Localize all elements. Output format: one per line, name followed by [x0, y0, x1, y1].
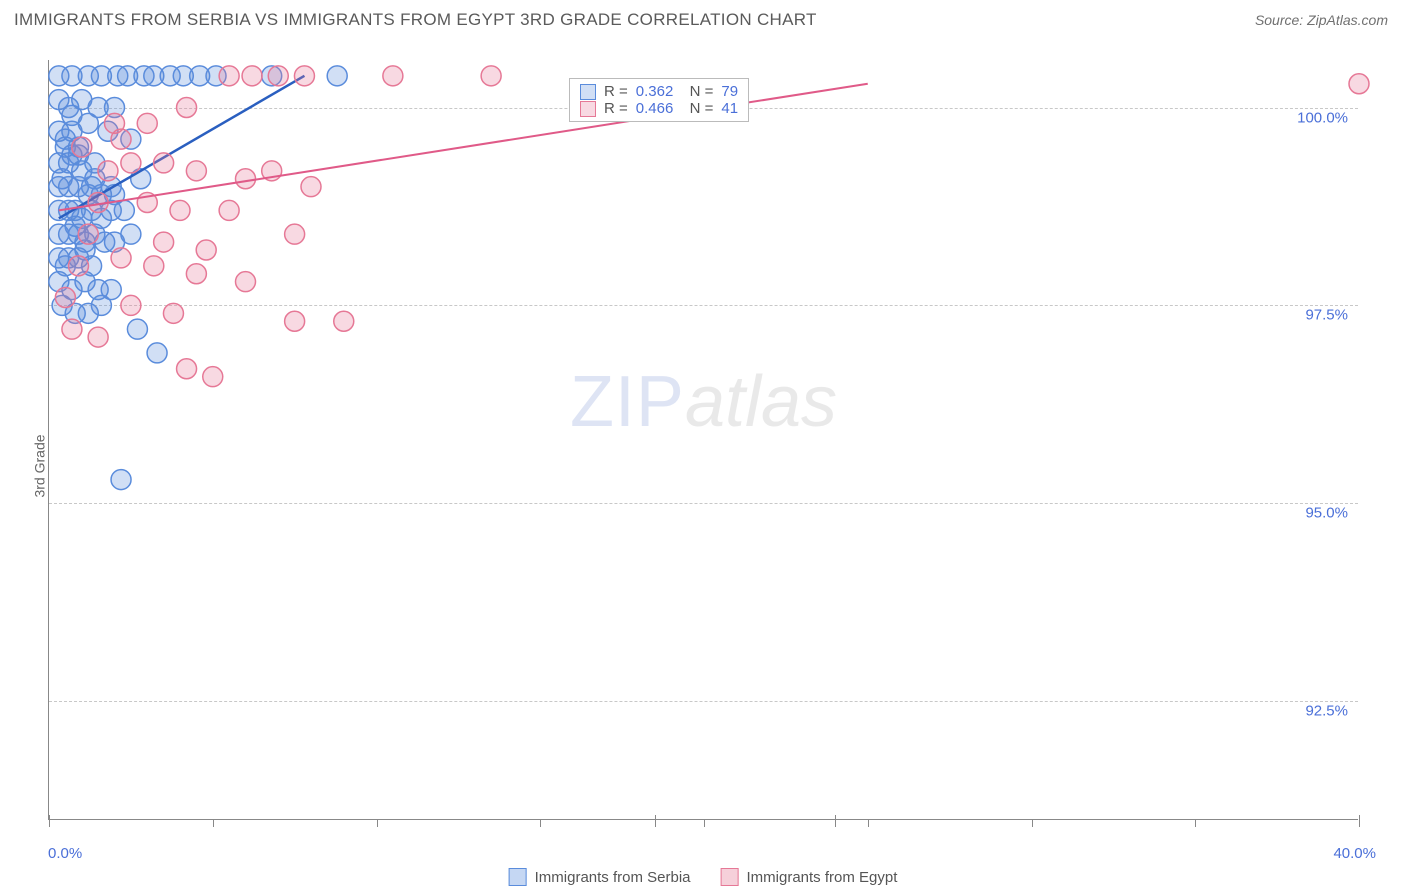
scatter-point [121, 224, 141, 244]
legend-swatch [509, 868, 527, 886]
stats-swatch [580, 101, 596, 117]
scatter-point [186, 264, 206, 284]
scatter-point [196, 240, 216, 260]
scatter-point [285, 311, 305, 331]
scatter-point [268, 66, 288, 86]
scatter-point [203, 367, 223, 387]
stat-r-label: R = [604, 100, 628, 117]
correlation-stats-box: R = 0.362 N = 79R = 0.466 N = 41 [569, 78, 749, 122]
scatter-point [294, 66, 314, 86]
scatter-point [327, 66, 347, 86]
stat-n-label: N = [681, 83, 713, 100]
stat-r-value: 0.466 [636, 100, 674, 117]
y-tick-label: 97.5% [1305, 307, 1348, 324]
stats-swatch [580, 84, 596, 100]
x-tick [1195, 819, 1196, 827]
scatter-point [236, 169, 256, 189]
scatter-point [55, 288, 75, 308]
scatter-point [154, 232, 174, 252]
x-tick [835, 815, 836, 827]
scatter-point [154, 153, 174, 173]
y-tick-label: 100.0% [1297, 109, 1348, 126]
x-tick [655, 815, 656, 827]
stat-r-value: 0.362 [636, 83, 674, 100]
x-tick [377, 819, 378, 827]
y-tick-label: 95.0% [1305, 505, 1348, 522]
scatter-point [62, 105, 82, 125]
scatter-point [111, 129, 131, 149]
scatter-point [285, 224, 305, 244]
scatter-point [111, 470, 131, 490]
x-tick [868, 819, 869, 827]
scatter-point [127, 319, 147, 339]
legend-label: Immigrants from Serbia [535, 869, 691, 886]
y-tick-label: 92.5% [1305, 703, 1348, 720]
stat-r-label: R = [604, 83, 628, 100]
legend-label: Immigrants from Egypt [747, 869, 898, 886]
scatter-point [91, 295, 111, 315]
plot-area: ZIPatlas R = 0.362 N = 79R = 0.466 N = 4… [48, 60, 1358, 820]
stat-n-label: N = [681, 100, 713, 117]
scatter-point [186, 161, 206, 181]
stat-n-value: 41 [721, 100, 738, 117]
scatter-point [144, 256, 164, 276]
scatter-point [121, 295, 141, 315]
plot-svg [49, 60, 1358, 819]
scatter-point [111, 248, 131, 268]
scatter-point [219, 200, 239, 220]
legend-swatch [721, 868, 739, 886]
scatter-point [481, 66, 501, 86]
scatter-point [72, 137, 92, 157]
scatter-point [334, 311, 354, 331]
scatter-point [177, 359, 197, 379]
x-tick [540, 819, 541, 827]
stats-row: R = 0.466 N = 41 [580, 100, 738, 117]
scatter-point [1349, 74, 1369, 94]
x-axis-max-label: 40.0% [1333, 845, 1376, 862]
stats-row: R = 0.362 N = 79 [580, 83, 738, 100]
x-tick [1032, 819, 1033, 827]
x-tick [213, 819, 214, 827]
scatter-point [177, 98, 197, 118]
scatter-point [121, 153, 141, 173]
scatter-point [242, 66, 262, 86]
scatter-point [52, 169, 72, 189]
legend-item: Immigrants from Serbia [509, 868, 691, 886]
scatter-point [383, 66, 403, 86]
scatter-point [301, 177, 321, 197]
x-axis-min-label: 0.0% [48, 845, 82, 862]
scatter-point [62, 319, 82, 339]
scatter-point [219, 66, 239, 86]
x-tick [49, 815, 50, 827]
legend-bottom: Immigrants from Serbia Immigrants from Eg… [509, 868, 898, 886]
scatter-point [88, 327, 108, 347]
source-label: Source: ZipAtlas.com [1255, 12, 1388, 28]
y-axis-label: 3rd Grade [32, 434, 48, 497]
scatter-point [170, 200, 190, 220]
scatter-point [137, 113, 157, 133]
stat-n-value: 79 [721, 83, 738, 100]
scatter-point [163, 303, 183, 323]
scatter-point [68, 256, 88, 276]
scatter-point [78, 224, 98, 244]
x-tick [1359, 815, 1360, 827]
chart-header: IMMIGRANTS FROM SERBIA VS IMMIGRANTS FRO… [0, 0, 1406, 36]
legend-item: Immigrants from Egypt [721, 868, 898, 886]
scatter-point [98, 161, 118, 181]
scatter-point [147, 343, 167, 363]
chart-container: 3rd Grade ZIPatlas R = 0.362 N = 79R = 0… [0, 40, 1406, 892]
scatter-point [236, 272, 256, 292]
x-tick [704, 819, 705, 827]
chart-title: IMMIGRANTS FROM SERBIA VS IMMIGRANTS FRO… [14, 10, 817, 30]
